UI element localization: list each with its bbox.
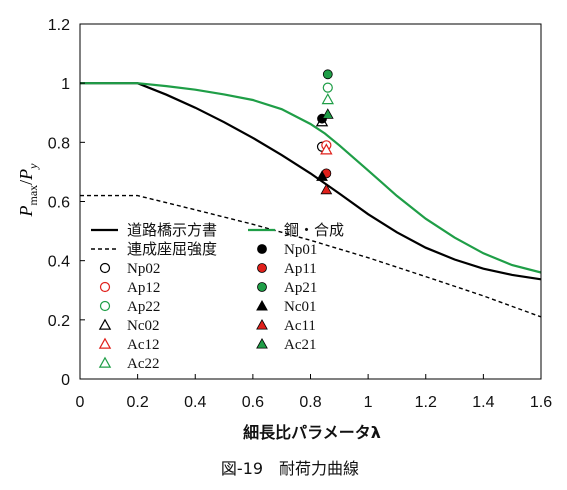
legend-label: Ap21 xyxy=(284,280,317,296)
legend-marker-swatch xyxy=(98,318,112,330)
x-tick-label: 0.8 xyxy=(299,394,321,411)
legend-label: 道路橋示方書 xyxy=(127,222,217,239)
y-axis-title-sub1: max xyxy=(26,185,40,206)
legend-label: Ap12 xyxy=(127,280,160,296)
legend-label: Np02 xyxy=(127,261,160,277)
legend-label: Ac12 xyxy=(127,337,160,353)
legend-label: Np01 xyxy=(284,242,317,258)
data-point xyxy=(320,183,333,195)
plot-area xyxy=(80,69,542,318)
x-axis-title: 細長比パラメータλ xyxy=(243,423,381,442)
legend-label: Nc02 xyxy=(127,318,160,334)
x-tick-label: 0.6 xyxy=(242,394,264,411)
y-axis-title: Pmax/Py xyxy=(16,163,40,218)
legend-marker-swatch xyxy=(256,337,268,349)
y-tick-label: 0.8 xyxy=(48,135,70,152)
legend-marker-swatch xyxy=(98,356,112,368)
series-line xyxy=(80,82,542,281)
y-axis-title-p: P xyxy=(16,206,36,218)
data-point xyxy=(316,170,328,181)
x-tick-label: 1 xyxy=(364,394,373,411)
legend-marker-swatch xyxy=(257,244,267,254)
legend-label: Nc01 xyxy=(284,299,317,315)
series-line xyxy=(80,82,542,274)
x-tick-label: 1.2 xyxy=(415,394,437,411)
x-tick-label: 0 xyxy=(76,394,85,411)
legend-label: Ac21 xyxy=(284,337,317,353)
legend-marker-swatch xyxy=(99,281,111,293)
data-point xyxy=(322,69,333,80)
legend-label: Ac22 xyxy=(127,356,160,372)
series-line xyxy=(80,194,542,318)
legend-label: 鋼・合成 xyxy=(284,222,344,239)
x-tick-label: 1.4 xyxy=(472,394,494,411)
legend-marker-swatch xyxy=(256,299,268,311)
axes: 0 0.2 0.4 0.6 0.8 1 1.2 1.4 1.6 0 0.2 0.4 0.6 0.8 1 1.2 xyxy=(48,17,552,411)
data-point xyxy=(321,108,334,119)
data-point xyxy=(320,143,333,155)
x-tick-label: 0.4 xyxy=(184,394,206,411)
data-point xyxy=(322,82,333,93)
legend-label: Ap22 xyxy=(127,299,160,315)
legend-marker-swatch xyxy=(257,282,267,292)
y-tick-label: 0.2 xyxy=(48,313,70,330)
y-tick-label: 0 xyxy=(61,372,70,389)
y-tick-label: 0.4 xyxy=(48,254,70,271)
legend-label: Ac11 xyxy=(284,318,316,334)
y-axis-title-sep: / xyxy=(16,180,36,185)
y-axis-title-p2: P xyxy=(16,169,36,181)
legend-marker-swatch xyxy=(99,300,111,312)
y-axis-title-sub2: y xyxy=(26,163,40,170)
legend-label: Ap11 xyxy=(284,261,317,277)
y-tick-label: 1 xyxy=(61,76,70,93)
y-tick-label: 0.6 xyxy=(48,195,70,212)
legend-marker-swatch xyxy=(256,318,268,330)
legend-marker-swatch xyxy=(99,262,111,274)
legend-marker-swatch xyxy=(98,337,112,349)
y-tick-label: 1.2 xyxy=(48,17,70,34)
legend-marker-swatch xyxy=(257,263,267,273)
x-tick-label: 0.2 xyxy=(127,394,149,411)
data-point xyxy=(321,93,335,105)
x-tick-label: 1.6 xyxy=(530,394,552,411)
figure-caption: 図-19 耐荷力曲線 xyxy=(221,459,359,478)
legend-label: 連成座屈強度 xyxy=(127,241,217,258)
